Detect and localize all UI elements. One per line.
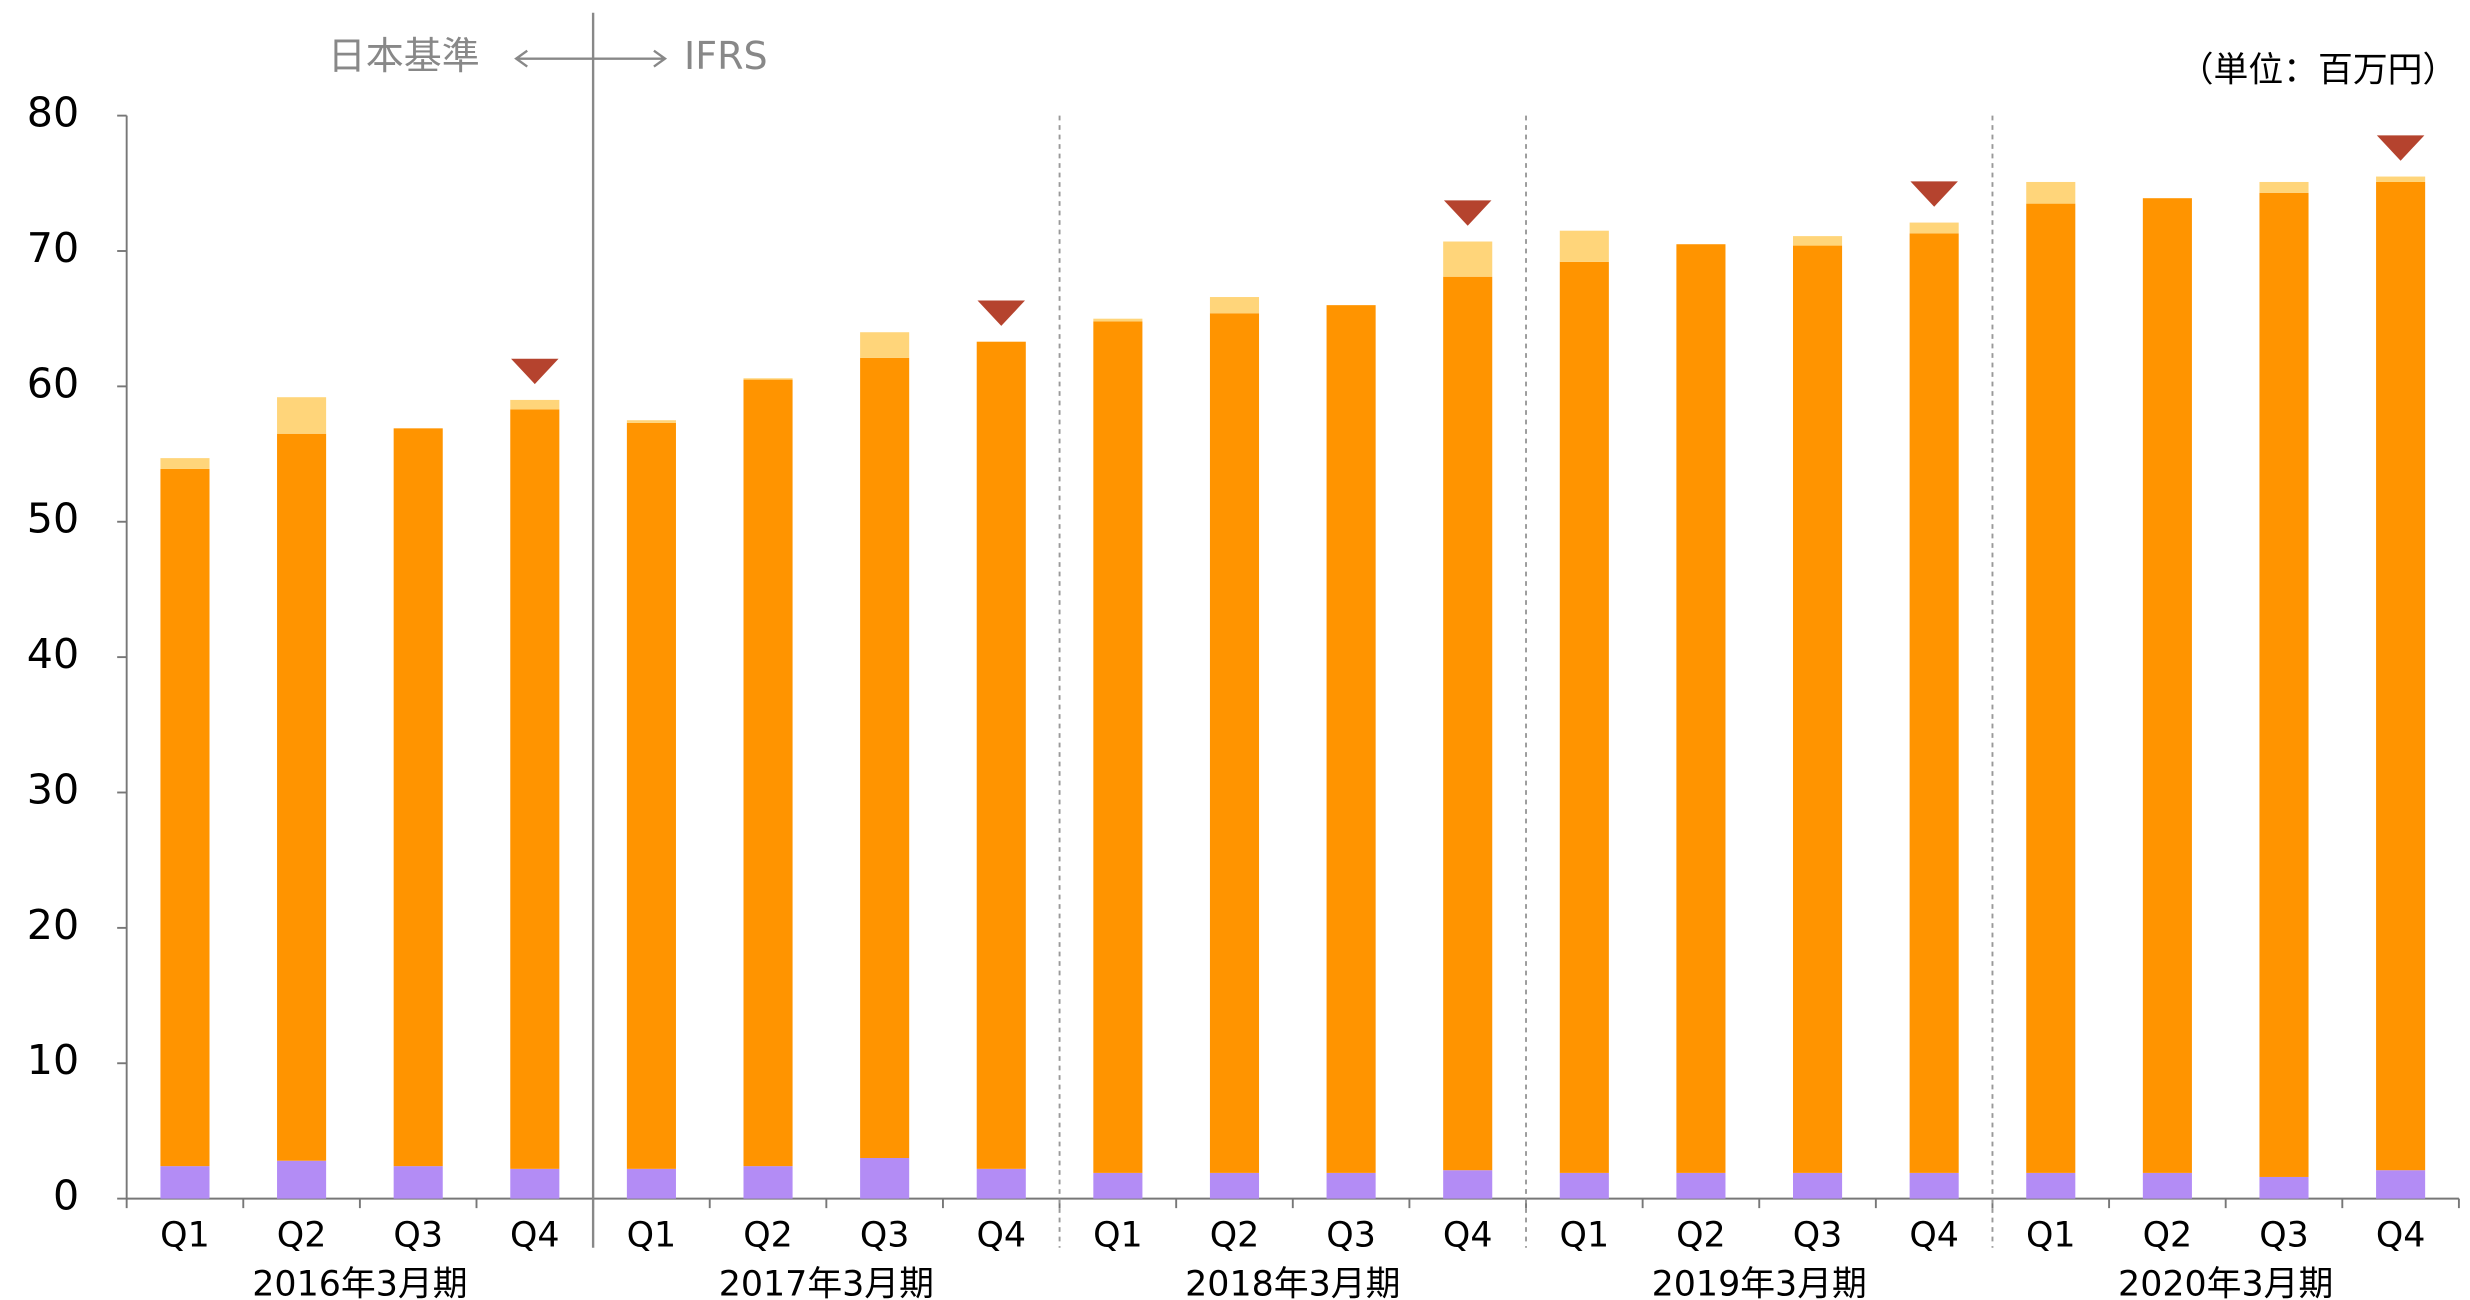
bar-segment: [1793, 245, 1843, 1173]
x-tick-label: Q4: [1443, 1216, 1493, 1256]
bar-segment: [277, 1160, 327, 1199]
bar-segment: [2376, 181, 2426, 1171]
x-tick-label: Q2: [1676, 1216, 1726, 1256]
bar-segment: [2142, 198, 2192, 1173]
q4-marker: [2376, 135, 2425, 161]
y-tick-label: 60: [27, 359, 79, 407]
bar-segment: [160, 1166, 210, 1199]
bar-segment: [860, 357, 910, 1159]
bar-segment: [1093, 321, 1143, 1173]
bar-segment: [2026, 181, 2076, 204]
bar-segment: [2376, 1170, 2426, 1199]
bar-segment: [1909, 1172, 1959, 1199]
x-tick-label: Q2: [743, 1216, 793, 1256]
bar-segment: [1443, 276, 1493, 1171]
bar-segment: [1793, 236, 1843, 246]
y-tick-label: 20: [27, 901, 79, 949]
bar-segment: [860, 332, 910, 358]
bar-segment: [1326, 1172, 1376, 1199]
bar-segment: [1909, 233, 1959, 1173]
x-tick-label: Q3: [860, 1216, 910, 1256]
bar-segment: [510, 409, 560, 1169]
bar-segment: [743, 378, 793, 380]
left-standard-label: 日本基準: [328, 34, 480, 78]
x-tick-label: Q1: [1093, 1216, 1143, 1256]
bar-segment: [976, 341, 1026, 1169]
bar-segment: [1676, 1172, 1726, 1199]
x-tick-label: Q3: [1793, 1216, 1843, 1256]
x-tick-label: Q3: [2259, 1216, 2309, 1256]
y-tick-label: 0: [53, 1172, 79, 1220]
y-tick-label: 10: [27, 1036, 79, 1084]
bar-segment: [743, 379, 793, 1167]
bar-segment: [1209, 297, 1260, 314]
bar-segment: [1209, 1172, 1260, 1199]
x-tick-label: Q4: [2376, 1216, 2426, 1256]
group-label: 2016年3月期: [252, 1265, 467, 1300]
standard-arrow: [514, 49, 668, 68]
x-tick-label: Q2: [277, 1216, 327, 1256]
bar-segment: [2026, 1172, 2076, 1199]
y-tick-label: 30: [27, 766, 79, 814]
bar-segment: [1443, 241, 1493, 277]
bar-segment: [2259, 181, 2309, 193]
x-tick-label: Q3: [393, 1216, 443, 1256]
y-tick-label: 70: [27, 224, 79, 272]
bar-segment: [626, 422, 676, 1169]
bar-segment: [1909, 222, 1959, 234]
bar-segment: [1676, 244, 1726, 1173]
x-tick-label: Q1: [2026, 1216, 2076, 1256]
bar-segment: [277, 397, 327, 434]
bar-segment: [277, 433, 327, 1161]
x-tick-label: Q1: [160, 1216, 210, 1256]
bar-segment: [1326, 305, 1376, 1173]
bar-segment: [2259, 192, 2309, 1177]
bar-segment: [1093, 318, 1143, 322]
bar-segment: [1559, 261, 1609, 1173]
bar-segment: [626, 420, 676, 423]
x-tick-label: Q1: [627, 1216, 677, 1256]
x-tick-label: Q4: [976, 1216, 1026, 1256]
bar-segment: [743, 1166, 793, 1199]
bar-segment: [393, 1166, 443, 1199]
bar-segment: [160, 458, 210, 469]
bar-segment: [976, 1168, 1026, 1199]
bar-segment: [1093, 1172, 1143, 1199]
group-label: 2018年3月期: [1185, 1265, 1400, 1300]
group-label: 2017年3月期: [719, 1265, 934, 1300]
right-standard-label: IFRS: [684, 34, 768, 78]
bar-segment: [160, 468, 210, 1167]
bar-segment: [510, 1168, 560, 1199]
bar-segment: [860, 1158, 910, 1199]
x-tick-label: Q4: [510, 1216, 560, 1256]
y-tick-label: 80: [27, 89, 79, 137]
y-tick-label: 40: [27, 630, 79, 678]
bar-segment: [2376, 176, 2426, 182]
x-tick-label: Q2: [2143, 1216, 2193, 1256]
y-tick-label: 50: [27, 495, 79, 543]
bar-segment: [2142, 1172, 2192, 1199]
x-tick-label: Q1: [1560, 1216, 1610, 1256]
unit-label: （単位：百万円）: [2179, 50, 2458, 90]
bar-segment: [626, 1168, 676, 1199]
bar-segment: [393, 428, 443, 1167]
x-tick-label: Q2: [1210, 1216, 1260, 1256]
q4-marker: [1910, 181, 1958, 207]
q4-marker: [511, 358, 559, 385]
bar-segment: [1443, 1170, 1493, 1199]
group-label: 2019年3月期: [1652, 1265, 1867, 1300]
x-tick-label: Q4: [1909, 1216, 1959, 1256]
group-label: 2020年3月期: [2118, 1265, 2333, 1300]
bar-segment: [510, 399, 560, 410]
bar-segment: [1559, 230, 1609, 262]
q4-marker: [977, 300, 1026, 326]
x-tick-label: Q3: [1326, 1216, 1376, 1256]
bar-segment: [2259, 1176, 2309, 1199]
bar-segment: [1209, 313, 1260, 1173]
bar-segment: [2026, 203, 2076, 1173]
bar-segment: [1793, 1172, 1843, 1199]
bar-segment: [1559, 1172, 1609, 1199]
q4-marker: [1443, 200, 1492, 226]
